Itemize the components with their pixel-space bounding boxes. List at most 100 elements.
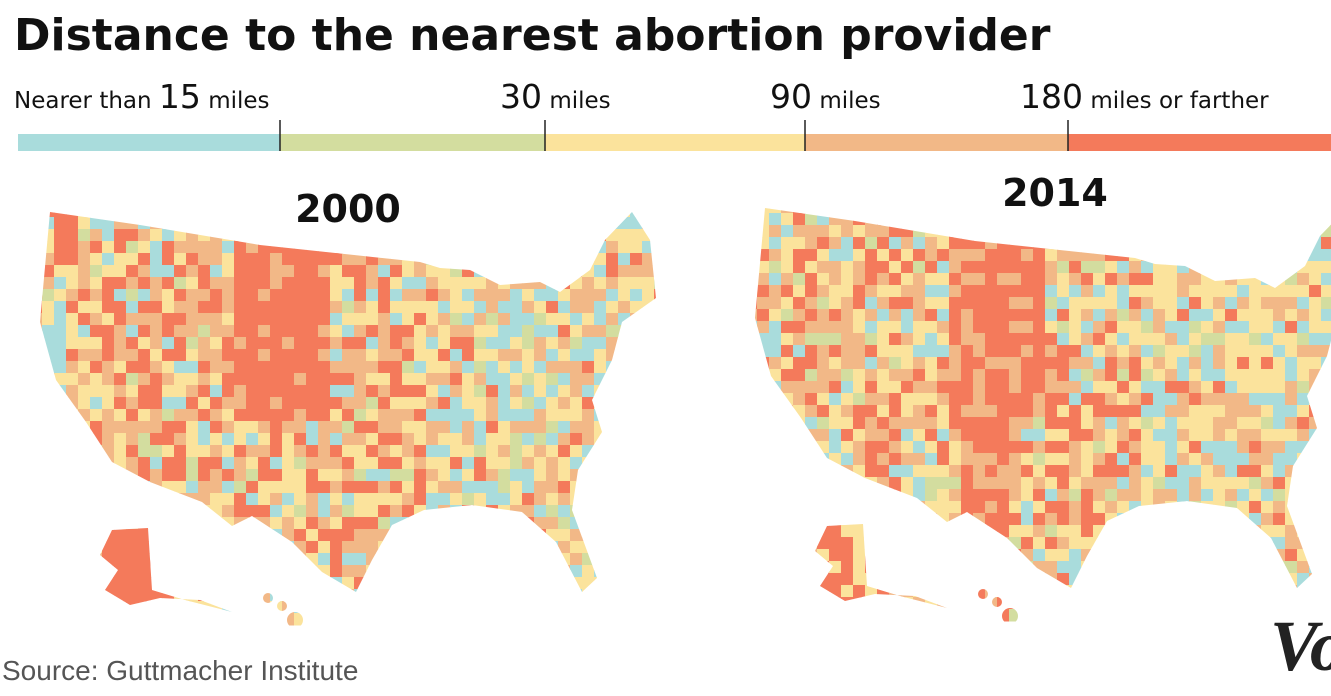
- county: [570, 313, 583, 326]
- county: [546, 397, 559, 410]
- county: [330, 289, 343, 302]
- county: [937, 417, 950, 430]
- county: [1285, 345, 1298, 358]
- county: [1009, 333, 1022, 346]
- county: [889, 213, 902, 226]
- county: [78, 253, 91, 266]
- county: [582, 373, 595, 386]
- county: [558, 349, 571, 362]
- county: [258, 529, 271, 542]
- county: [174, 601, 187, 614]
- county: [378, 565, 391, 578]
- county: [186, 613, 199, 626]
- county: [174, 253, 187, 266]
- county: [949, 208, 962, 214]
- county: [1057, 441, 1070, 454]
- county: [54, 397, 67, 410]
- county: [534, 565, 547, 578]
- county: [1249, 237, 1262, 250]
- county: [1213, 225, 1226, 238]
- county: [757, 273, 770, 286]
- county: [222, 265, 235, 278]
- county: [1285, 333, 1298, 346]
- county: [997, 393, 1010, 406]
- county: [853, 333, 866, 346]
- county: [78, 577, 91, 590]
- county: [1321, 285, 1331, 298]
- county: [817, 465, 830, 478]
- county: [1105, 345, 1118, 358]
- county: [246, 445, 259, 458]
- county: [1105, 261, 1118, 274]
- county: [1057, 273, 1070, 286]
- county: [66, 313, 79, 326]
- county: [997, 309, 1010, 322]
- county: [570, 577, 583, 590]
- county: [1021, 417, 1034, 430]
- county: [354, 529, 367, 542]
- county: [306, 433, 319, 446]
- county: [937, 609, 950, 622]
- county: [42, 325, 55, 338]
- county: [186, 241, 199, 254]
- county: [1237, 417, 1250, 430]
- legend-swatch: [545, 134, 805, 151]
- county: [186, 421, 199, 434]
- county: [594, 517, 607, 530]
- county: [853, 513, 866, 526]
- county: [342, 505, 355, 518]
- county: [1153, 393, 1166, 406]
- county: [510, 601, 523, 614]
- county: [757, 465, 770, 478]
- county: [258, 505, 271, 518]
- county: [234, 553, 247, 566]
- county: [498, 505, 511, 518]
- county: [1225, 393, 1238, 406]
- county: [90, 565, 103, 578]
- county: [618, 613, 631, 626]
- county: [937, 345, 950, 358]
- county: [781, 537, 794, 550]
- county: [426, 337, 439, 350]
- county: [438, 361, 451, 374]
- county: [462, 241, 475, 254]
- county: [1009, 573, 1022, 586]
- county: [174, 433, 187, 446]
- county: [390, 349, 403, 362]
- county: [1105, 321, 1118, 334]
- county: [42, 241, 55, 254]
- county: [186, 445, 199, 458]
- county: [642, 421, 655, 434]
- county: [390, 313, 403, 326]
- county: [246, 457, 259, 470]
- county: [1057, 561, 1070, 574]
- county: [402, 589, 415, 602]
- county: [1309, 453, 1322, 466]
- county: [246, 212, 259, 218]
- county: [246, 433, 259, 446]
- county: [582, 241, 595, 254]
- county: [210, 613, 223, 626]
- county: [402, 493, 415, 506]
- county: [294, 409, 307, 422]
- county: [102, 229, 115, 242]
- county: [755, 441, 758, 454]
- county: [1009, 501, 1022, 514]
- county: [1009, 453, 1022, 466]
- county: [925, 477, 938, 490]
- county: [522, 481, 535, 494]
- county: [755, 513, 758, 526]
- county: [973, 261, 986, 274]
- county: [378, 421, 391, 434]
- county: [462, 337, 475, 350]
- county: [354, 517, 367, 530]
- county: [222, 481, 235, 494]
- county: [102, 301, 115, 314]
- county: [594, 253, 607, 266]
- county: [306, 589, 319, 602]
- county: [354, 241, 367, 254]
- county: [258, 265, 271, 278]
- county: [1213, 345, 1226, 358]
- county: [570, 613, 583, 626]
- county: [755, 489, 758, 502]
